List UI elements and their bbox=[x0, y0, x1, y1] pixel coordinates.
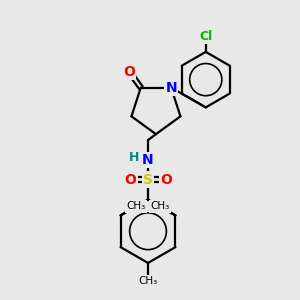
Text: N: N bbox=[142, 153, 154, 167]
Text: O: O bbox=[124, 173, 136, 187]
Text: Cl: Cl bbox=[199, 29, 212, 43]
Text: CH₃: CH₃ bbox=[150, 202, 170, 212]
Text: S: S bbox=[143, 173, 153, 187]
Text: CH₃: CH₃ bbox=[138, 276, 158, 286]
Text: H: H bbox=[129, 152, 139, 164]
Text: CH₃: CH₃ bbox=[126, 202, 146, 212]
Text: N: N bbox=[165, 80, 177, 94]
Text: O: O bbox=[160, 173, 172, 187]
Text: O: O bbox=[123, 64, 135, 79]
